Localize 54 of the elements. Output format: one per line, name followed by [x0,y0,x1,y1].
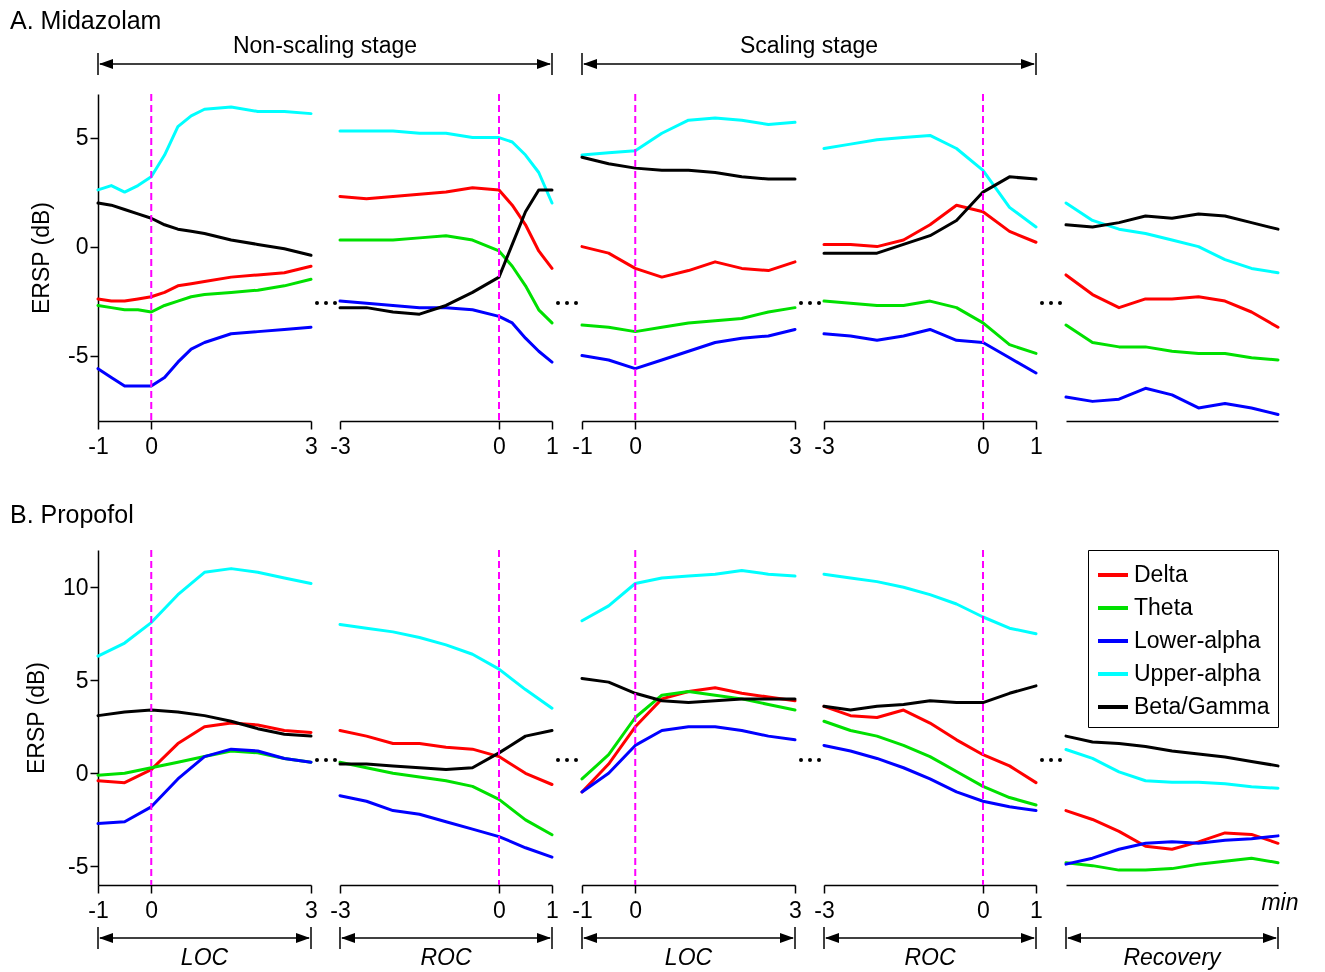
x-tick-label: 1 [546,896,559,923]
legend-label: Theta [1134,594,1194,620]
y-tick-label: 10 [62,573,89,600]
text: Non-scaling stage [232,32,418,59]
line-series [96,567,313,658]
x-tick-label: -3 [330,896,351,923]
text: LOC [180,944,229,971]
text: ROC [420,944,472,971]
x-tick-label: -3 [814,896,835,923]
y-tick-label: 5 [75,124,89,151]
legend-label: Delta [1134,561,1188,587]
x-tick-label: 0 [493,432,506,459]
x-tick-label: 3 [789,896,802,923]
y-tick-label: 0 [75,233,89,260]
x-tick-label: 3 [305,896,318,923]
x-tick-label: 0 [145,432,159,459]
text: Scaling stage [739,32,879,59]
x-tick-label: -1 [88,432,109,459]
x-tick-label: 0 [977,432,990,459]
text: LOC [664,944,713,971]
x-tick-label: 0 [977,896,990,923]
line-series [96,105,313,194]
legend-label: Lower-alpha [1134,627,1261,653]
x-tick-label: 0 [629,896,643,923]
y-tick-label: -5 [68,342,89,369]
x-tick-label: -1 [572,896,593,923]
y-tick-label: 0 [75,759,89,786]
x-tick-label: 1 [1030,432,1043,459]
x-tick-label: 1 [546,432,559,459]
line-series [96,747,313,826]
y-tick-label: -5 [68,852,89,879]
x-tick-label: 3 [305,432,318,459]
x-tick-label: 1 [1030,896,1043,923]
line-series [96,264,313,303]
x-tick-label: -1 [572,432,593,459]
text: Recovery [1123,944,1221,971]
x-tick-label: 0 [493,896,506,923]
x-tick-label: 0 [145,896,159,923]
x-tick-label: -3 [814,432,835,459]
legend-label: Beta/Gamma [1134,693,1270,719]
x-tick-label: 0 [629,432,643,459]
line-series [96,325,313,388]
chart-title: A. Midazolam [10,6,162,35]
chart-title: B. Propofol [10,500,134,529]
x-axis-title: min [1261,888,1299,915]
y-axis-title: ERSP (dB) [28,201,55,315]
legend-label: Upper-alpha [1134,660,1261,686]
x-tick-label: -3 [330,432,351,459]
line-series [96,277,313,314]
x-tick-label: -1 [88,896,109,923]
y-tick-label: 5 [75,666,89,693]
x-tick-label: 3 [789,432,802,459]
text: ROC [904,944,956,971]
y-axis-title: ERSP (dB) [22,661,49,775]
